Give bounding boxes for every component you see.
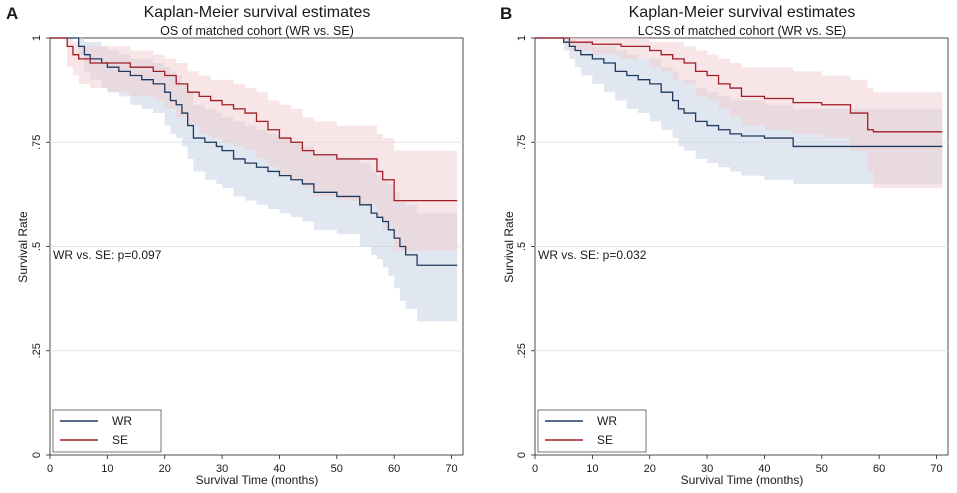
legend-box-b — [537, 409, 647, 453]
y-tick-label: .75 — [516, 135, 528, 150]
x-tick-label: 0 — [47, 463, 53, 475]
chart-panel-a: 0.25.5.75 1 0 10 20 30 40 50 60 70 A Kaplan-Meier… — [0, 0, 478, 493]
chart-panel-b: 0.25.5.75 1 0 10 20 30 40 50 60 70 B Kaplan-Meier… — [478, 0, 956, 493]
y-tick-label: .75 — [31, 135, 43, 150]
x-tick-label: 30 — [216, 463, 228, 475]
pvalue-annotation-b: WR vs. SE: p=0.032 — [538, 248, 647, 262]
x-tick-label: 70 — [930, 463, 942, 475]
chart-subtitle-b: LCSS of matched cohort (WR vs. SE) — [638, 24, 846, 38]
y-axis-label-b: Survival Rate — [502, 211, 516, 283]
pvalue-annotation-a: WR vs. SE: p=0.097 — [53, 248, 162, 262]
x-tick-label: 40 — [758, 463, 770, 475]
y-tick-label: .5 — [516, 242, 528, 251]
x-tick-label: 20 — [644, 463, 656, 475]
ci-band-wr — [50, 38, 458, 322]
survival-curve-se — [535, 37, 943, 133]
legend-label-se-b: SE — [597, 433, 613, 447]
x-axis-label-a: Survival Time (months) — [196, 473, 319, 487]
survival-curve-wr — [535, 37, 943, 148]
y-axis-label-a: Survival Rate — [16, 211, 30, 283]
survival-curve-se — [50, 37, 458, 202]
x-tick-label: 40 — [273, 463, 285, 475]
x-axis-label-b: Survival Time (months) — [681, 473, 804, 487]
y-tick-label: 1 — [31, 35, 43, 41]
y-tick-label: 0 — [31, 452, 43, 458]
x-tick-label: 0 — [532, 463, 538, 475]
y-tick-label: .25 — [31, 343, 43, 358]
panel-label-a: A — [6, 4, 18, 23]
x-tick-label: 10 — [101, 463, 113, 475]
x-tick-label: 50 — [331, 463, 343, 475]
legend-label-wr-b: WR — [597, 414, 617, 428]
legend-label-se-a: SE — [112, 433, 128, 447]
y-tick-label: .5 — [31, 242, 43, 251]
chart-title-a: Kaplan-Meier survival estimates — [144, 4, 371, 21]
legend-a: WR SE — [52, 409, 162, 453]
x-tick-label: 60 — [388, 463, 400, 475]
legend-label-wr-a: WR — [112, 414, 132, 428]
legend-b: WR SE — [537, 409, 647, 453]
y-tick-label: 0 — [516, 452, 528, 458]
survival-curve-wr — [50, 37, 458, 266]
chart-title-b: Kaplan-Meier survival estimates — [629, 4, 856, 21]
y-tick-label: 1 — [516, 35, 528, 41]
panel-label-b: B — [500, 4, 512, 23]
x-tick-label: 60 — [873, 463, 885, 475]
y-tick-label: .25 — [516, 343, 528, 358]
ci-band-se — [535, 38, 943, 189]
x-tick-label: 20 — [159, 463, 171, 475]
x-tick-label: 10 — [586, 463, 598, 475]
x-tick-label: 70 — [445, 463, 457, 475]
legend-box-a — [52, 409, 162, 453]
x-tick-label: 50 — [816, 463, 828, 475]
ci-band-se — [50, 38, 458, 251]
x-tick-label: 30 — [701, 463, 713, 475]
chart-subtitle-a: OS of matched cohort (WR vs. SE) — [160, 24, 354, 38]
